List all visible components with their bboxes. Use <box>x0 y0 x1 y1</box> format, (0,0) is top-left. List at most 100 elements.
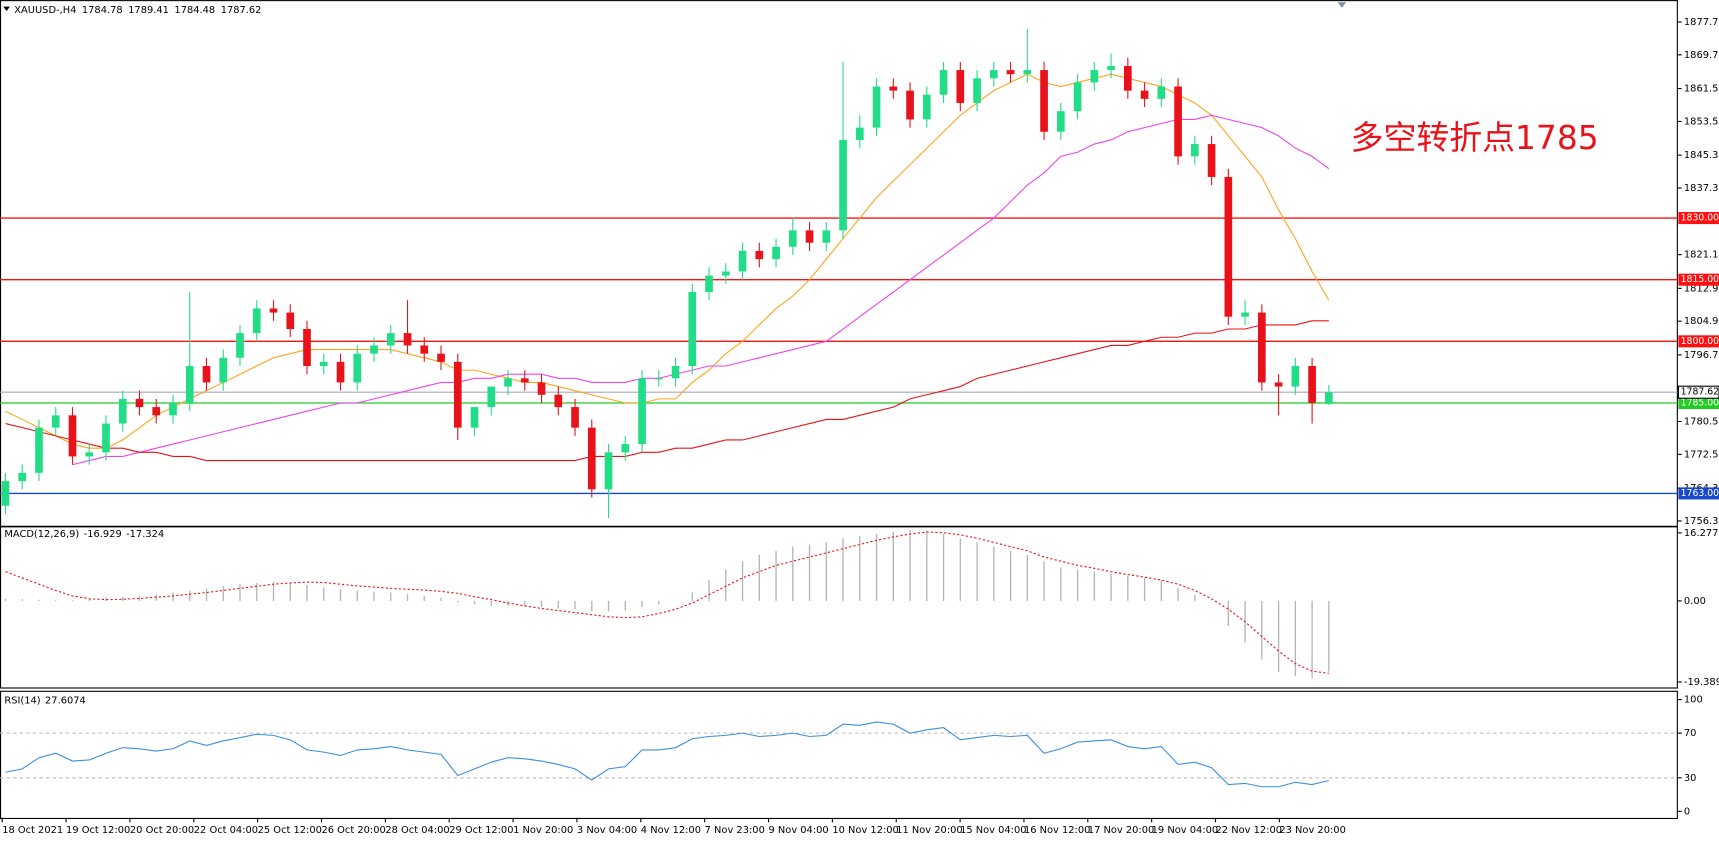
candle-body <box>1023 70 1032 75</box>
histogram-bar <box>373 591 375 601</box>
x-tick-label: 11 Nov 20:00 <box>896 825 962 836</box>
rsi-panel-frame <box>0 690 1678 820</box>
y-tick-label: 0.00 <box>1684 596 1706 607</box>
line <box>5 721 1329 788</box>
histogram-bar <box>524 600 526 607</box>
histogram-bar <box>1294 600 1297 677</box>
y-tick-label: 1796.70 <box>1684 350 1719 361</box>
histogram-bar <box>540 600 543 608</box>
chart-header: XAUUSD-,H4 1784.78 1789.41 1784.48 1787.62 <box>14 5 261 16</box>
candle-body <box>303 329 311 367</box>
histogram-bar <box>758 554 760 601</box>
y-tick-label: 1869.70 <box>1684 50 1719 61</box>
histogram-bar <box>641 600 643 608</box>
candle-body <box>453 361 462 428</box>
histogram-bar <box>1160 580 1162 601</box>
histogram-bar <box>356 590 358 601</box>
main-panel-frame <box>0 0 1678 527</box>
histogram-bar <box>942 534 945 601</box>
candle-body <box>370 345 378 354</box>
x-tick-label: 22 Oct 04:00 <box>194 825 258 836</box>
histogram-bar <box>658 600 660 605</box>
shift-marker[interactable] <box>1337 2 1347 8</box>
macd-panel-frame <box>0 526 1678 689</box>
histogram-bar <box>1277 600 1280 672</box>
histogram-bar <box>875 534 878 601</box>
candle-body <box>805 230 814 243</box>
x-tick-label: 20 Oct 20:00 <box>130 825 194 836</box>
histogram-bar <box>490 600 492 606</box>
y-tick-label: 1756.30 <box>1684 516 1719 527</box>
histogram-bar <box>339 589 342 601</box>
candle-body <box>319 361 328 367</box>
candle-body <box>654 378 663 380</box>
x-tick-label: 19 Oct 12:00 <box>66 825 130 836</box>
y-tick-label: 1772.50 <box>1684 449 1719 460</box>
histogram-bar <box>842 538 844 601</box>
level-label-box <box>1678 335 1719 348</box>
candle-body <box>504 378 512 387</box>
candle-body <box>85 452 94 457</box>
histogram-bar <box>591 600 593 612</box>
histogram-bar <box>222 586 224 601</box>
histogram-bar <box>959 538 961 601</box>
histogram-bar <box>406 594 409 601</box>
annotation: 多空转折点1785 <box>1351 118 1599 157</box>
candle-body <box>1140 90 1149 99</box>
candle-body <box>118 398 127 424</box>
ohlc-value: 1789.41 <box>128 5 169 16</box>
x-tick-label: 28 Oct 04:00 <box>385 825 449 836</box>
indicator-header: MACD(12,26,9) -16.929 -17.324 <box>4 529 164 540</box>
histogram-bar <box>88 599 90 601</box>
level-label-box <box>1678 396 1719 410</box>
candle-body <box>51 415 60 428</box>
level-label-box <box>1678 273 1719 286</box>
x-tick-label: 23 Nov 20:00 <box>1279 825 1345 836</box>
level-label: 1815.00 <box>1681 274 1719 285</box>
candle-body <box>872 86 881 128</box>
y-tick-label: 1877.70 <box>1684 17 1719 28</box>
histogram-bar <box>423 595 425 601</box>
candle-body <box>989 70 998 79</box>
histogram-bar <box>55 600 57 601</box>
histogram-bar <box>1261 600 1263 660</box>
candle-body <box>1040 70 1048 132</box>
candle-body <box>437 353 445 362</box>
histogram-bar <box>1026 554 1028 601</box>
candle-body <box>1190 144 1199 157</box>
histogram-bar <box>557 600 559 609</box>
candle-body <box>922 94 931 120</box>
histogram-bar <box>725 569 727 601</box>
level-label: 1830.00 <box>1681 213 1719 224</box>
candle-body <box>738 250 747 272</box>
candle-body <box>1006 70 1015 75</box>
candle-body <box>1291 366 1300 387</box>
candle-body <box>386 333 395 346</box>
candle-body <box>638 378 646 445</box>
level-label: 1763.00 <box>1681 488 1719 499</box>
histogram-bar <box>473 600 476 605</box>
x-tick-label: 25 Oct 12:00 <box>258 825 322 836</box>
candle-body <box>839 139 847 231</box>
candle-body <box>906 90 914 120</box>
candle-body <box>1241 312 1249 317</box>
line <box>5 531 1329 674</box>
histogram-bar <box>1227 600 1229 626</box>
candle-body <box>973 78 981 103</box>
candle-body <box>102 423 110 453</box>
menu-arrow[interactable] <box>3 6 10 12</box>
histogram-bar <box>239 584 241 601</box>
y-tick-label: 1812.90 <box>1684 283 1719 294</box>
histogram-bar <box>1043 561 1045 601</box>
histogram-bar <box>122 596 124 601</box>
histogram-bar <box>1194 594 1196 601</box>
y-tick-label: 100 <box>1684 695 1703 706</box>
candle-body <box>571 407 579 428</box>
candle-body <box>1174 86 1182 157</box>
y-tick-label: 16.277 <box>1684 528 1719 539</box>
candle-body <box>1325 392 1333 404</box>
x-tick-label: 22 Nov 12:00 <box>1216 825 1282 836</box>
candle-body <box>520 378 529 383</box>
